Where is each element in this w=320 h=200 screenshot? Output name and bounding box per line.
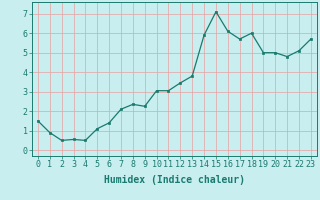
X-axis label: Humidex (Indice chaleur): Humidex (Indice chaleur) xyxy=(104,175,245,185)
